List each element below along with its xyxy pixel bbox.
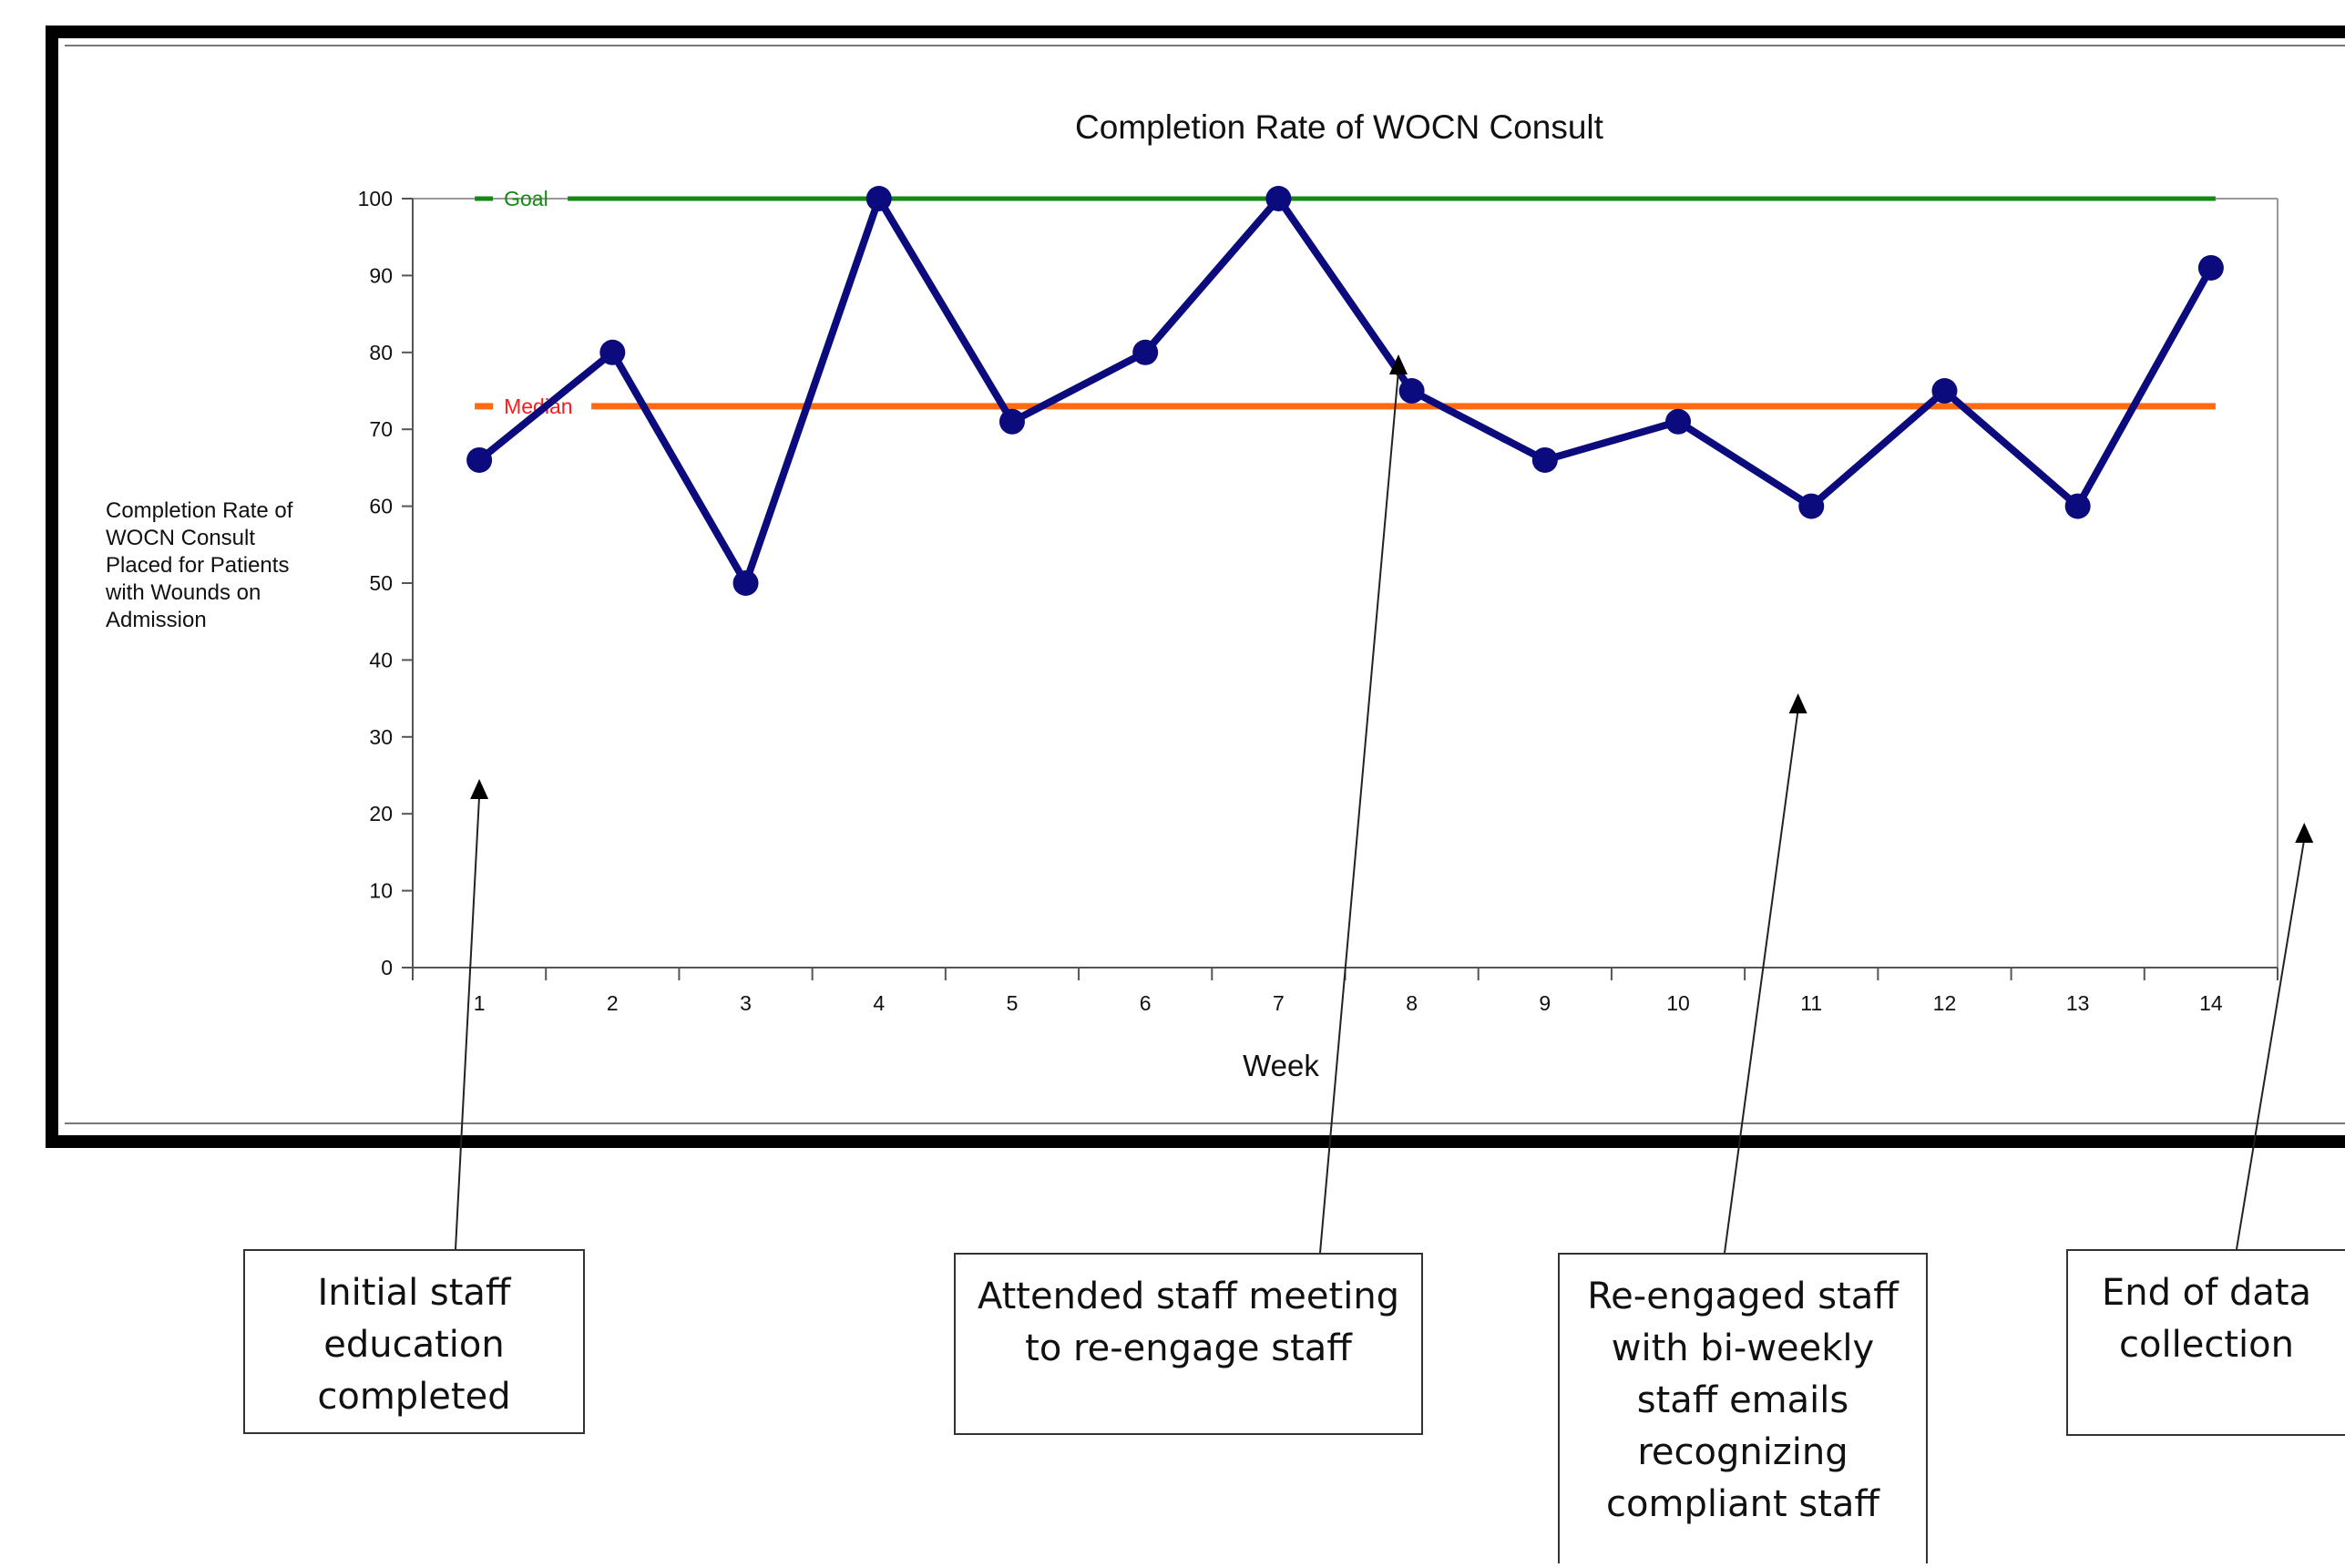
data-point-week-8 <box>1398 378 1425 404</box>
x-tick-label: 13 <box>2066 991 2090 1015</box>
x-tick-label: 4 <box>873 991 885 1015</box>
y-tick-label: 20 <box>369 802 393 825</box>
x-tick-label: 8 <box>1406 991 1418 1015</box>
x-tick-label: 10 <box>1666 991 1690 1015</box>
annotation-box-2: Attended staff meeting to re-engage staf… <box>954 1253 1423 1435</box>
x-tick-label: 3 <box>740 991 752 1015</box>
y-tick-label: 80 <box>369 341 393 364</box>
data-point-week-9 <box>1531 446 1558 473</box>
y-tick-label: 90 <box>369 263 393 287</box>
ref-label-goal: Goal <box>504 187 548 210</box>
data-point-week-14 <box>2197 254 2224 281</box>
data-point-week-2 <box>599 339 626 365</box>
series-line <box>476 195 2215 587</box>
annotation-box-3: Re-engaged staff with bi-weekly staff em… <box>1558 1253 1928 1563</box>
y-tick-label: 40 <box>369 648 393 671</box>
data-point-week-7 <box>1265 186 1292 211</box>
chart-title: Completion Rate of WOCN Consult <box>1075 108 1604 146</box>
x-tick-label: 1 <box>474 991 486 1015</box>
x-tick-label: 6 <box>1140 991 1152 1015</box>
x-tick-label: 9 <box>1539 991 1551 1015</box>
annotation-arrow-2 <box>1319 370 1399 1254</box>
y-tick-label: 60 <box>369 495 393 518</box>
x-tick-label: 14 <box>2199 991 2223 1015</box>
annotation-arrow-4 <box>2236 838 2306 1250</box>
annotation-box-1: Initial staff education completed <box>243 1249 585 1434</box>
data-point-week-12 <box>1931 378 1958 404</box>
chart-frame <box>46 26 2345 1148</box>
annotation-arrow-1 <box>455 794 481 1250</box>
y-tick-label: 0 <box>381 956 393 979</box>
annotation-arrow-3 <box>1724 709 1799 1254</box>
data-point-week-4 <box>865 186 892 211</box>
data-point-week-11 <box>1798 493 1825 519</box>
annotation-arrowhead-4 <box>2295 823 2314 843</box>
data-point-week-13 <box>2064 493 2091 519</box>
annotation-arrowhead-3 <box>1788 693 1807 713</box>
data-point-week-3 <box>732 570 759 596</box>
x-tick-label: 5 <box>1007 991 1019 1015</box>
annotation-box-4: End of data collection <box>2066 1249 2345 1436</box>
x-tick-label: 7 <box>1273 991 1285 1015</box>
x-axis-label: Week <box>1243 1049 1319 1082</box>
x-tick-label: 2 <box>607 991 619 1015</box>
y-tick-label: 50 <box>369 571 393 595</box>
x-tick-label: 12 <box>1933 991 1957 1015</box>
y-axis-label: Completion Rate of WOCN Consult Placed for… <box>105 498 293 632</box>
y-tick-label: 10 <box>369 879 393 903</box>
x-tick-label: 11 <box>1800 991 1822 1015</box>
data-point-week-5 <box>998 408 1025 435</box>
data-point-week-6 <box>1132 339 1159 365</box>
annotation-arrowhead-2 <box>1388 354 1408 374</box>
data-point-week-10 <box>1665 408 1692 435</box>
y-tick-label: 30 <box>369 725 393 749</box>
data-point-week-1 <box>466 446 493 473</box>
y-tick-label: 70 <box>369 417 393 441</box>
annotation-arrowhead-1 <box>470 779 489 799</box>
y-tick-label: 100 <box>358 187 393 210</box>
